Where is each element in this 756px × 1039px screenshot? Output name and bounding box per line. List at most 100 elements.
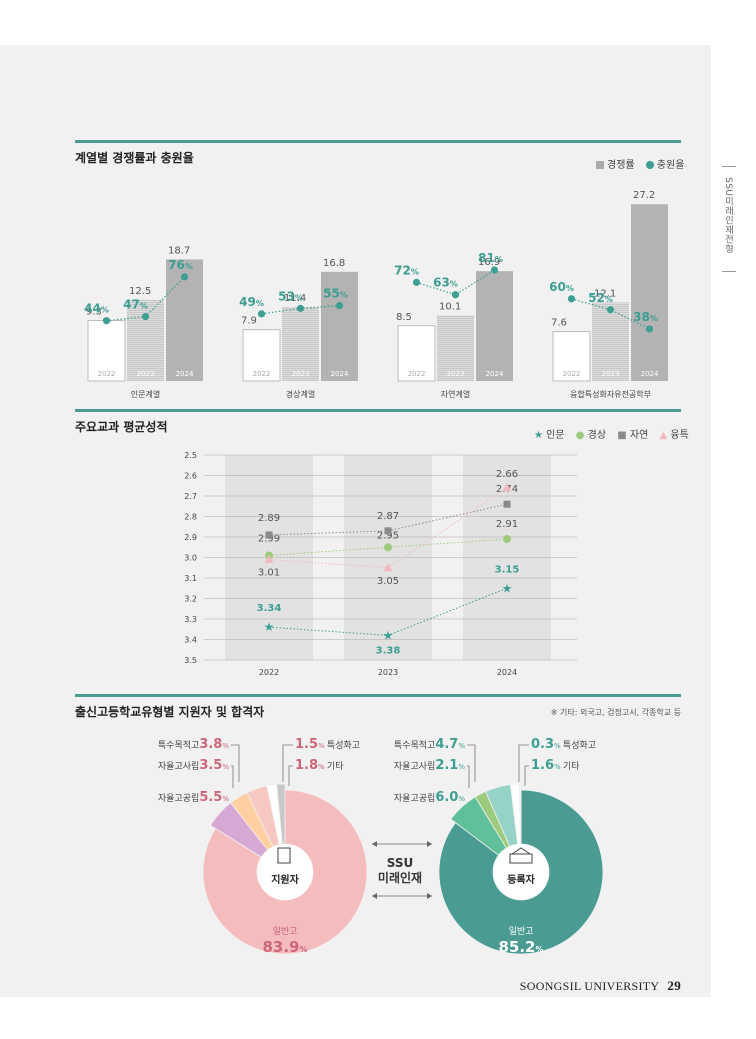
fill-rate-dot <box>645 325 654 333</box>
data-label: 2.95 <box>377 530 399 541</box>
center-label-line2: 미래인재 <box>377 871 423 885</box>
grade-chart: 2.5 2.6 2.7 2.8 2.9 3.0 3.1 3.2 3.3 3.4 3.5 2022 202… <box>184 451 577 677</box>
callout-line <box>231 765 234 788</box>
competition-bar <box>437 315 474 381</box>
callout-label: 1.8% 기타 <box>295 758 344 773</box>
section3-title: 출신고등학교유형별 지원자 및 합격자 <box>75 705 265 719</box>
year-label: 2024 <box>331 370 349 378</box>
competition-bar <box>592 302 629 381</box>
fill-rate-label: 38% <box>633 310 658 324</box>
dot-legend-label: 충원율 <box>656 160 685 171</box>
year-label: 2023 <box>602 370 620 378</box>
year-label: 2024 <box>641 370 659 378</box>
year-label: 2022 <box>98 370 116 378</box>
data-label: 3.01 <box>258 568 280 579</box>
y-tick-label: 3.3 <box>184 615 197 624</box>
section2-title: 주요교과 평균성적 <box>75 420 168 434</box>
side-tab-label: SSU미래인재전형 <box>723 177 733 254</box>
donut-center-label: 지원자 <box>271 873 299 886</box>
competition-bar <box>476 271 513 381</box>
arrow-head <box>427 841 432 847</box>
data-label: 3.05 <box>377 576 399 587</box>
competition-value-label: 16.8 <box>323 258 345 269</box>
section2-rule <box>75 409 681 412</box>
circle-legend-icon: ● <box>575 430 585 441</box>
competition-bar <box>397 325 436 382</box>
year-label: 2024 <box>176 370 194 378</box>
callout-label: 자율고사립3.5% <box>158 758 229 773</box>
footer-university: SOONGSIL UNIVERSITY <box>519 979 660 993</box>
section1-title: 계열별 경쟁률과 충원율 <box>75 151 194 165</box>
main-slice-name: 일반고 <box>273 926 298 937</box>
school-type-charts: 지원자일반고83.9%특수목적고3.8%자율고사립3.5%자율고공립5.5%1.… <box>158 737 604 956</box>
fill-rate-dot <box>567 295 576 303</box>
triangle-marker <box>264 555 274 564</box>
triangle-marker <box>502 483 512 492</box>
legend-science: 자연 <box>629 430 649 441</box>
section1-legend: 경쟁률 충원율 <box>596 156 684 171</box>
fill-rate-dot <box>141 313 150 321</box>
document-icon <box>277 847 291 864</box>
data-label: 3.15 <box>495 564 520 575</box>
side-tab: SSU미래인재전형 <box>722 166 736 272</box>
competition-bar <box>631 204 668 381</box>
callout-label: 1.6% 기타 <box>531 758 580 773</box>
section1-rule <box>75 140 681 143</box>
y-tick-label: 2.9 <box>184 533 197 542</box>
competition-value-label: 8.5 <box>396 312 412 323</box>
fill-rate-label: 76% <box>168 258 193 272</box>
arrow-head <box>427 893 432 899</box>
fill-rate-dot <box>412 278 421 286</box>
triangle-legend-icon: ▲ <box>659 430 668 441</box>
page-number: 29 <box>667 978 681 993</box>
section2-legend: ★ 인문 ● 경상 ■ 자연 ▲ 융특 <box>534 426 689 441</box>
star-marker: ★ <box>383 628 394 642</box>
callout-line <box>288 765 293 786</box>
dot-legend-swatch <box>645 161 654 169</box>
fill-rate-label: 63% <box>433 276 458 290</box>
fill-rate-label: 44% <box>84 302 109 316</box>
callout-line <box>231 744 240 782</box>
bar-legend-label: 경쟁률 <box>607 160 635 171</box>
competition-value-label: 7.9 <box>241 316 257 327</box>
triangle-marker <box>383 563 393 572</box>
callout-label: 자율고공립5.5% <box>158 790 229 805</box>
star-marker: ★ <box>502 581 513 595</box>
donut-center-label: 등록자 <box>507 873 535 886</box>
competition-value-label: 16.9 <box>478 257 500 268</box>
series-line <box>268 587 508 636</box>
square-marker <box>503 500 511 508</box>
legend-business: 경상 <box>587 430 607 441</box>
center-label-line1: SSU <box>386 856 414 870</box>
callout-label: 0.3% 특성화고 <box>531 737 596 752</box>
bar-legend-swatch <box>596 161 604 169</box>
year-label: 2022 <box>563 370 581 378</box>
legend-humanities: 인문 <box>546 430 565 441</box>
y-tick-label: 3.1 <box>184 574 197 583</box>
group-label: 융합특성화자유전공학부 <box>570 389 651 399</box>
year-label: 2024 <box>486 370 504 378</box>
competition-value-label: 10.1 <box>439 301 461 312</box>
school-icon <box>509 847 533 864</box>
group-label: 자연계열 <box>441 389 470 399</box>
legend-convergence: 융특 <box>670 430 689 441</box>
footer: SOONGSIL UNIVERSITY 29 <box>520 978 681 994</box>
competition-value-label: 27.2 <box>633 190 655 201</box>
callout-line <box>518 744 529 782</box>
fill-rate-dot <box>451 291 460 299</box>
square-marker <box>265 531 273 539</box>
donut-center <box>493 844 549 900</box>
fill-rate-label: 60% <box>549 280 574 294</box>
square-legend-icon: ■ <box>617 430 627 441</box>
section3-rule <box>75 694 681 697</box>
callout-line <box>467 744 476 782</box>
data-label: 3.38 <box>376 645 401 656</box>
fill-rate-dot <box>335 302 344 310</box>
competition-bar <box>282 306 319 381</box>
fill-rate-dot <box>102 317 111 325</box>
callout-label: 특수목적고4.7% <box>394 737 465 752</box>
callout-line <box>282 744 293 782</box>
competition-value-label: 12.1 <box>594 288 616 299</box>
competition-chart: 9.3 2022 12.5 2023 18.7 2024 44% 47% 76% 인문계열 7.9 2… <box>84 190 668 399</box>
year-label: 2023 <box>292 370 310 378</box>
